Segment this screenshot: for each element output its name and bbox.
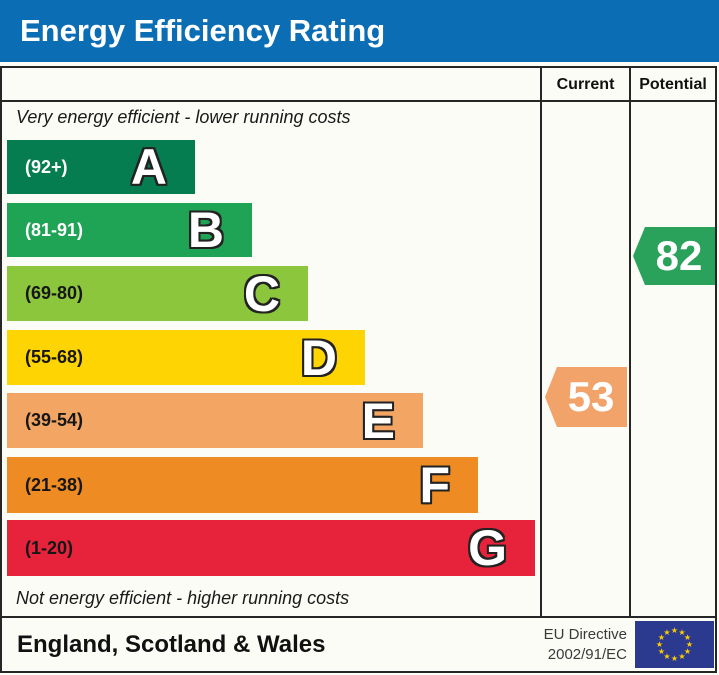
page-title: Energy Efficiency Rating [20,13,386,48]
potential-rating-arrow: 82 [633,227,715,285]
eu-flag-star: ★ [663,627,671,637]
eu-flag-star: ★ [670,653,679,663]
potential-column-divider [629,66,631,618]
band-d-range: (55-68) [25,347,84,367]
eu-flag-star: ★ [678,627,686,637]
current-rating-arrow: 53 [545,367,627,427]
band-g-range: (1-20) [25,537,74,558]
eu-directive-line1: EU Directive [543,625,627,643]
band-e-range: (39-54) [25,410,84,430]
band-b-letter: B [187,202,224,258]
eu-flag-star: ★ [663,651,671,661]
band-f: (21-38) F [7,457,478,513]
band-d: (55-68) D [7,330,365,385]
current-column-divider [540,66,542,618]
eu-flag-star: ★ [657,632,666,642]
band-a-range: (92+) [25,156,68,177]
eu-flag-star: ★ [685,639,694,649]
eu-flag-star: ★ [683,632,692,642]
potential-column-header: Potential [639,76,707,93]
band-c: (69-80) C [7,266,308,321]
eu-flag-icon: ★ ★ ★ ★ ★ ★ ★ ★ ★ ★ ★ ★ [635,621,714,668]
potential-rating-value: 82 [655,232,703,279]
eu-directive-line2: 2002/91/EC [547,645,627,663]
band-g-letter: G [468,520,507,576]
footer: England, Scotland & Wales EU Directive 2… [0,616,717,673]
band-a: (92+) A [7,140,195,194]
region-label: England, Scotland & Wales [17,630,326,658]
eu-flag-star: ★ [683,646,692,656]
band-g: (1-20) G [7,520,535,576]
header-separator-line [0,100,717,102]
band-b-range: (81-91) [25,219,84,240]
band-e-letter: E [361,392,395,449]
band-c-letter: C [243,265,280,322]
eu-flag-star: ★ [670,625,679,635]
current-column-header: Current [556,76,615,93]
band-c-range: (69-80) [25,283,84,303]
band-a-letter: A [130,139,167,195]
eu-flag-star: ★ [657,646,666,656]
eu-flag-star: ★ [655,639,664,649]
band-d-letter: D [300,329,337,386]
eu-flag-star: ★ [678,651,686,661]
bottom-note: Not energy efficient - higher running co… [16,588,350,608]
band-b: (81-91) B [7,203,252,257]
eu-directive-text: EU Directive 2002/91/EC [544,625,627,665]
current-rating-value: 53 [567,373,615,420]
top-note: Very energy efficient - lower running co… [16,107,351,127]
band-f-range: (21-38) [25,474,84,495]
band-f-letter: F [419,457,450,513]
title-banner: Energy Efficiency Rating [0,0,719,62]
band-e: (39-54) E [7,393,423,448]
